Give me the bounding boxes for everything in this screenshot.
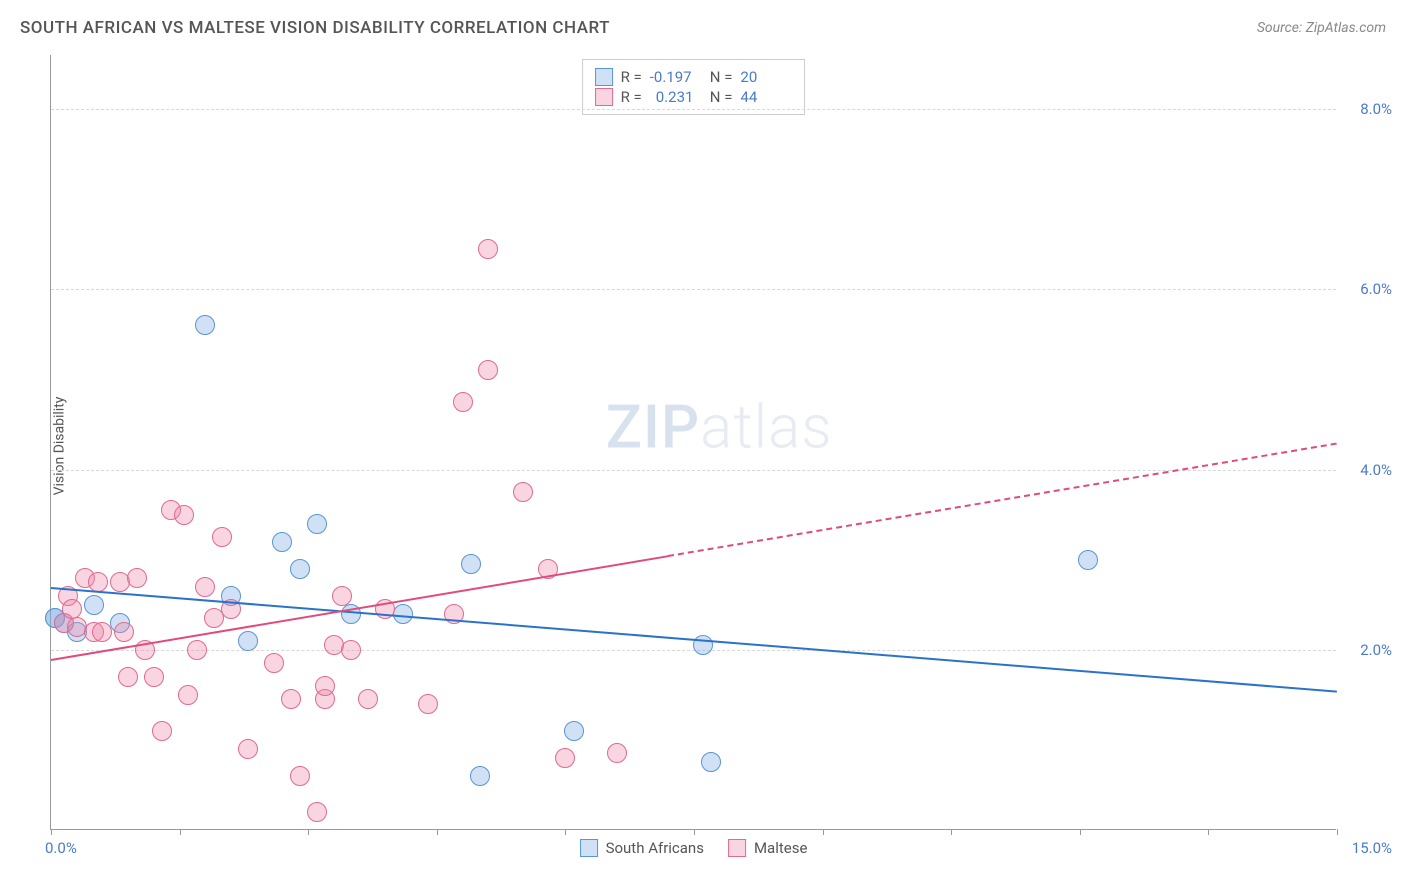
- scatter-point: [92, 622, 112, 642]
- watermark-part2: atlas: [700, 391, 833, 462]
- scatter-point: [127, 568, 147, 588]
- n-value-1: 20: [740, 68, 792, 86]
- scatter-point: [290, 559, 310, 579]
- scatter-point: [88, 572, 108, 592]
- n-label-1: N =: [710, 68, 733, 86]
- scatter-point: [62, 599, 82, 619]
- x-tick: [437, 829, 438, 835]
- scatter-point: [212, 527, 232, 547]
- r-label-1: R =: [621, 68, 642, 86]
- x-tick-label: 0.0%: [45, 839, 77, 857]
- scatter-point: [315, 676, 335, 696]
- scatter-point: [84, 595, 104, 615]
- x-tick: [823, 829, 824, 835]
- scatter-point: [281, 689, 301, 709]
- n-value-2: 44: [740, 88, 792, 106]
- source-label: Source: ZipAtlas.com: [1257, 20, 1386, 36]
- legend-item-1: South Africans: [580, 839, 704, 857]
- header: SOUTH AFRICAN VS MALTESE VISION DISABILI…: [20, 18, 1386, 38]
- r-value-2: 0.231: [650, 88, 702, 106]
- y-tick-label: 8.0%: [1360, 100, 1392, 118]
- scatter-point: [393, 604, 413, 624]
- watermark-part1: ZIP: [606, 391, 700, 462]
- scatter-point: [453, 392, 473, 412]
- scatter-point: [341, 640, 361, 660]
- scatter-point: [461, 554, 481, 574]
- scatter-point: [118, 667, 138, 687]
- scatter-point: [564, 721, 584, 741]
- r-value-1: -0.197: [650, 68, 702, 86]
- scatter-point: [358, 689, 378, 709]
- x-tick: [180, 829, 181, 835]
- plot-area: ZIPatlas R = -0.197 N = 20 R = 0.231 N =…: [50, 55, 1336, 830]
- scatter-point: [478, 360, 498, 380]
- y-tick-label: 6.0%: [1360, 280, 1392, 298]
- correlation-legend: R = -0.197 N = 20 R = 0.231 N = 44: [582, 59, 806, 115]
- scatter-point: [555, 748, 575, 768]
- x-tick-label: 15.0%: [1352, 839, 1392, 857]
- scatter-point: [307, 802, 327, 822]
- watermark: ZIPatlas: [606, 391, 833, 462]
- swatch-bottom-1: [580, 839, 598, 857]
- scatter-point: [470, 766, 490, 786]
- trend-line-extrapolated: [668, 443, 1337, 557]
- scatter-point: [187, 640, 207, 660]
- r-label-2: R =: [621, 88, 642, 106]
- scatter-point: [332, 586, 352, 606]
- scatter-point: [607, 743, 627, 763]
- scatter-point: [290, 766, 310, 786]
- legend-label-1: South Africans: [606, 839, 704, 857]
- scatter-point: [174, 505, 194, 525]
- correlation-row-1: R = -0.197 N = 20: [595, 68, 793, 86]
- scatter-point: [418, 694, 438, 714]
- swatch-bottom-2: [728, 839, 746, 857]
- gridline: [51, 470, 1336, 471]
- x-tick: [1337, 829, 1338, 835]
- scatter-point: [307, 514, 327, 534]
- y-tick-label: 4.0%: [1360, 461, 1392, 479]
- x-tick: [1208, 829, 1209, 835]
- scatter-point: [264, 653, 284, 673]
- y-tick-label: 2.0%: [1360, 641, 1392, 659]
- x-tick: [951, 829, 952, 835]
- scatter-point: [195, 315, 215, 335]
- scatter-point: [238, 631, 258, 651]
- x-tick: [1080, 829, 1081, 835]
- scatter-point: [178, 685, 198, 705]
- x-tick: [308, 829, 309, 835]
- scatter-point: [144, 667, 164, 687]
- x-tick: [694, 829, 695, 835]
- gridline: [51, 109, 1336, 110]
- n-label-2: N =: [710, 88, 733, 106]
- legend-label-2: Maltese: [754, 839, 807, 857]
- scatter-point: [513, 482, 533, 502]
- gridline: [51, 289, 1336, 290]
- scatter-point: [152, 721, 172, 741]
- scatter-point: [1078, 550, 1098, 570]
- chart-container: SOUTH AFRICAN VS MALTESE VISION DISABILI…: [0, 0, 1406, 892]
- scatter-point: [238, 739, 258, 759]
- x-tick: [51, 829, 52, 835]
- scatter-point: [478, 239, 498, 259]
- correlation-row-2: R = 0.231 N = 44: [595, 88, 793, 106]
- scatter-point: [701, 752, 721, 772]
- scatter-point: [195, 577, 215, 597]
- scatter-point: [272, 532, 292, 552]
- series-legend: South Africans Maltese: [580, 839, 808, 857]
- legend-item-2: Maltese: [728, 839, 807, 857]
- x-tick: [565, 829, 566, 835]
- chart-title: SOUTH AFRICAN VS MALTESE VISION DISABILI…: [20, 18, 610, 38]
- swatch-series-2: [595, 88, 613, 106]
- scatter-point: [114, 622, 134, 642]
- swatch-series-1: [595, 68, 613, 86]
